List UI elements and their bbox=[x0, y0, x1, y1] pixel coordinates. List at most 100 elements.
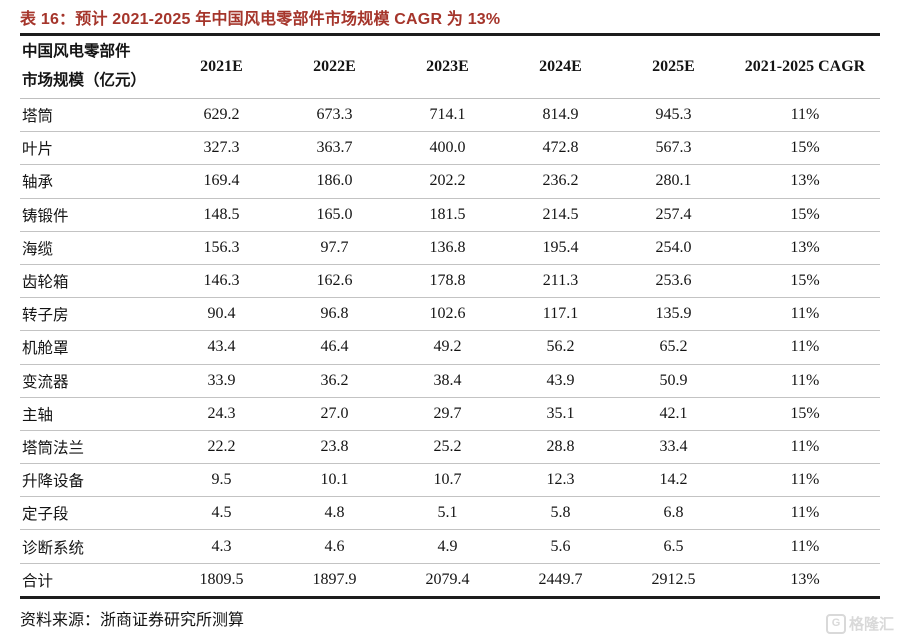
table-body: 塔筒 629.2 673.3 714.1 814.9 945.3 11% 叶片 … bbox=[20, 98, 880, 599]
row-value: 6.5 bbox=[617, 529, 730, 564]
row-value: 35.1 bbox=[504, 397, 617, 431]
row-label: 合计 bbox=[20, 563, 165, 599]
row-value: 13% bbox=[730, 231, 880, 265]
row-value: 42.1 bbox=[617, 397, 730, 431]
table-row: 升降设备 9.5 10.1 10.7 12.3 14.2 11% bbox=[20, 463, 880, 498]
gelonghui-watermark: G 格隆汇 bbox=[825, 613, 894, 634]
header-col-2022e: 2022E bbox=[278, 34, 391, 99]
row-value: 280.1 bbox=[617, 164, 730, 199]
row-value: 38.4 bbox=[391, 364, 504, 398]
row-value: 363.7 bbox=[278, 131, 391, 166]
row-value: 4.3 bbox=[165, 529, 278, 564]
row-value: 11% bbox=[730, 98, 880, 133]
row-value: 14.2 bbox=[617, 463, 730, 498]
row-label: 塔筒 bbox=[20, 98, 165, 133]
row-value: 181.5 bbox=[391, 198, 504, 232]
row-value: 673.3 bbox=[278, 98, 391, 133]
row-value: 28.8 bbox=[504, 430, 617, 465]
row-value: 4.8 bbox=[278, 496, 391, 531]
row-label: 轴承 bbox=[20, 164, 165, 199]
row-value: 195.4 bbox=[504, 231, 617, 265]
row-value: 146.3 bbox=[165, 264, 278, 299]
row-label: 变流器 bbox=[20, 364, 165, 398]
row-value: 11% bbox=[730, 463, 880, 498]
row-value: 814.9 bbox=[504, 98, 617, 133]
row-value: 165.0 bbox=[278, 198, 391, 232]
row-value: 202.2 bbox=[391, 164, 504, 199]
row-label: 海缆 bbox=[20, 231, 165, 265]
table-row: 转子房 90.4 96.8 102.6 117.1 135.9 11% bbox=[20, 297, 880, 332]
row-value: 1897.9 bbox=[278, 563, 391, 599]
row-value: 253.6 bbox=[617, 264, 730, 299]
row-value: 254.0 bbox=[617, 231, 730, 265]
row-value: 472.8 bbox=[504, 131, 617, 166]
row-value: 5.1 bbox=[391, 496, 504, 531]
row-value: 2912.5 bbox=[617, 563, 730, 599]
row-value: 24.3 bbox=[165, 397, 278, 431]
row-value: 4.9 bbox=[391, 529, 504, 564]
row-value: 400.0 bbox=[391, 131, 504, 166]
table-header: 中国风电零部件 市场规模（亿元） 2021E 2022E 2023E 2024E… bbox=[20, 34, 880, 99]
row-value: 9.5 bbox=[165, 463, 278, 498]
row-value: 186.0 bbox=[278, 164, 391, 199]
table-row: 诊断系统 4.3 4.6 4.9 5.6 6.5 11% bbox=[20, 529, 880, 564]
row-value: 23.8 bbox=[278, 430, 391, 465]
row-label: 升降设备 bbox=[20, 463, 165, 498]
row-value: 11% bbox=[730, 496, 880, 531]
header-col-2021e: 2021E bbox=[165, 34, 278, 99]
row-value: 135.9 bbox=[617, 297, 730, 332]
table-row: 变流器 33.9 36.2 38.4 43.9 50.9 11% bbox=[20, 364, 880, 398]
row-value: 117.1 bbox=[504, 297, 617, 332]
row-value: 12.3 bbox=[504, 463, 617, 498]
row-value: 43.9 bbox=[504, 364, 617, 398]
table-row: 主轴 24.3 27.0 29.7 35.1 42.1 15% bbox=[20, 397, 880, 431]
row-value: 22.2 bbox=[165, 430, 278, 465]
row-value: 27.0 bbox=[278, 397, 391, 431]
row-value: 97.7 bbox=[278, 231, 391, 265]
row-value: 148.5 bbox=[165, 198, 278, 232]
row-label: 转子房 bbox=[20, 297, 165, 332]
row-value: 15% bbox=[730, 397, 880, 431]
row-label: 塔筒法兰 bbox=[20, 430, 165, 465]
row-value: 211.3 bbox=[504, 264, 617, 299]
row-label: 齿轮箱 bbox=[20, 264, 165, 299]
table-row: 定子段 4.5 4.8 5.1 5.8 6.8 11% bbox=[20, 496, 880, 531]
table-row: 海缆 156.3 97.7 136.8 195.4 254.0 13% bbox=[20, 231, 880, 265]
row-value: 136.8 bbox=[391, 231, 504, 265]
row-value: 4.5 bbox=[165, 496, 278, 531]
header-col-2024e: 2024E bbox=[504, 34, 617, 99]
row-value: 36.2 bbox=[278, 364, 391, 398]
header-col-cagr: 2021-2025 CAGR bbox=[730, 34, 880, 99]
row-value: 327.3 bbox=[165, 131, 278, 166]
table-row: 轴承 169.4 186.0 202.2 236.2 280.1 13% bbox=[20, 164, 880, 199]
row-value: 2079.4 bbox=[391, 563, 504, 599]
row-label: 定子段 bbox=[20, 496, 165, 531]
row-value: 15% bbox=[730, 131, 880, 166]
row-value: 4.6 bbox=[278, 529, 391, 564]
row-value: 96.8 bbox=[278, 297, 391, 332]
header-label-cell: 中国风电零部件 市场规模（亿元） bbox=[20, 34, 165, 99]
row-value: 629.2 bbox=[165, 98, 278, 133]
row-value: 13% bbox=[730, 563, 880, 599]
row-value: 43.4 bbox=[165, 330, 278, 365]
row-value: 33.4 bbox=[617, 430, 730, 465]
table-row: 叶片 327.3 363.7 400.0 472.8 567.3 15% bbox=[20, 131, 880, 166]
row-value: 236.2 bbox=[504, 164, 617, 199]
row-value: 162.6 bbox=[278, 264, 391, 299]
row-value: 257.4 bbox=[617, 198, 730, 232]
gelonghui-watermark-label: 格隆汇 bbox=[848, 616, 894, 633]
row-value: 46.4 bbox=[278, 330, 391, 365]
table-title: 表 16：预计 2021-2025 年中国风电零部件市场规模 CAGR 为 13… bbox=[20, 11, 501, 28]
row-value: 214.5 bbox=[504, 198, 617, 232]
row-value: 25.2 bbox=[391, 430, 504, 465]
row-value: 2449.7 bbox=[504, 563, 617, 599]
row-value: 6.8 bbox=[617, 496, 730, 531]
header-row: 中国风电零部件 市场规模（亿元） 2021E 2022E 2023E 2024E… bbox=[20, 34, 880, 99]
row-value: 15% bbox=[730, 198, 880, 232]
header-label-line1: 中国风电零部件 bbox=[22, 43, 131, 61]
row-value: 169.4 bbox=[165, 164, 278, 199]
row-label: 诊断系统 bbox=[20, 529, 165, 564]
row-value: 5.6 bbox=[504, 529, 617, 564]
header-label-line2: 市场规模（亿元） bbox=[22, 72, 147, 89]
